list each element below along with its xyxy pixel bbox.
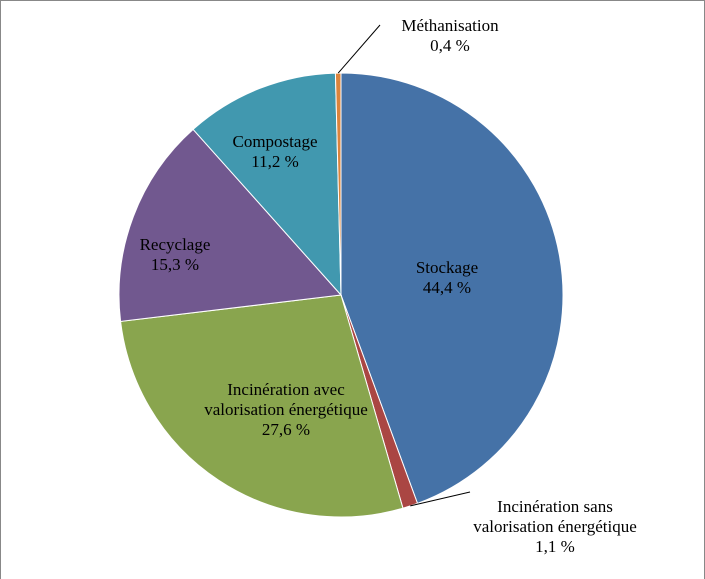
- slice-label: Compostage 11,2 %: [215, 132, 335, 172]
- category-label: Stockage: [415, 258, 479, 277]
- category-label: Recyclage: [139, 235, 211, 254]
- leader-line: [337, 24, 381, 74]
- value-label: 11,2 %: [251, 152, 299, 171]
- value-label: 27,6 %: [261, 420, 311, 439]
- pie-slice: [118, 128, 343, 322]
- value-label: 1,1 %: [535, 537, 575, 556]
- category-label: Incinération sans valorisation énergétiq…: [473, 497, 637, 536]
- value-label: 44,4 %: [422, 278, 472, 297]
- slice-label: Incinération avec valorisation énergétiq…: [186, 380, 386, 440]
- value-label: 0,4 %: [430, 36, 470, 55]
- pie-slice: [120, 294, 404, 518]
- pie-slice: [192, 72, 342, 297]
- slice-label: Recyclage 15,3 %: [115, 235, 235, 275]
- category-label: Incinération avec valorisation énergétiq…: [204, 380, 368, 419]
- category-label: Compostage: [232, 132, 318, 151]
- category-label: Méthanisation: [401, 16, 499, 35]
- leader-line: [410, 491, 471, 507]
- slice-label: Stockage 44,4 %: [387, 258, 507, 298]
- value-label: 15,3 %: [150, 255, 200, 274]
- pie-slice: [340, 72, 564, 505]
- slice-label: Incinération sans valorisation énergétiq…: [465, 497, 645, 557]
- pie-slice: [334, 72, 342, 296]
- slice-label: Méthanisation 0,4 %: [375, 16, 525, 56]
